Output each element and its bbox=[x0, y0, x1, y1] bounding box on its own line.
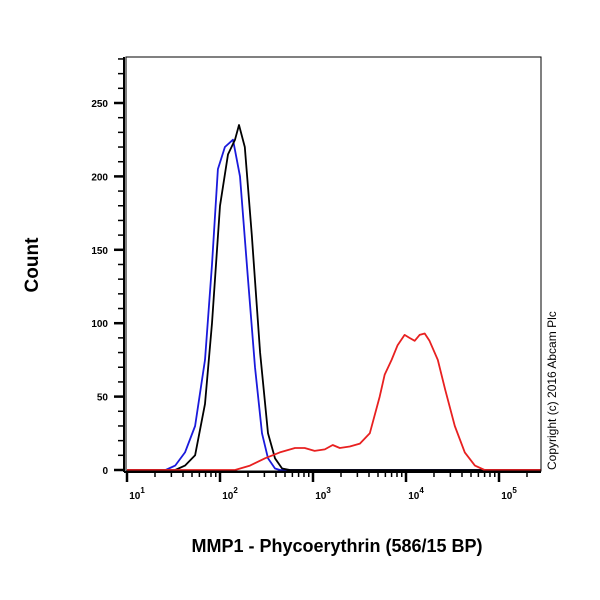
histogram-series-0 bbox=[127, 138, 541, 471]
y-tick-label: 100 bbox=[91, 319, 108, 330]
copyright-annotation: Copyright (c) 2016 Abcam Plc bbox=[545, 311, 559, 470]
x-tick-label: 101 bbox=[129, 486, 145, 502]
y-tick-label: 0 bbox=[102, 466, 108, 477]
plot-frame bbox=[125, 56, 542, 472]
histogram-series-2 bbox=[127, 332, 541, 471]
x-tick-label: 102 bbox=[222, 486, 238, 502]
y-tick-label: 150 bbox=[91, 246, 108, 257]
y-tick-label: 250 bbox=[91, 99, 108, 110]
x-tick-label: 103 bbox=[315, 486, 331, 502]
x-tick-label: 105 bbox=[501, 486, 517, 502]
y-tick-label: 200 bbox=[91, 172, 108, 183]
x-tick-label: 104 bbox=[408, 486, 424, 502]
x-axis-label: MMP1 - Phycoerythrin (586/15 BP) bbox=[191, 536, 482, 556]
histogram-series-1 bbox=[127, 124, 541, 471]
y-axis-label: Count bbox=[22, 237, 43, 293]
y-tick-label: 50 bbox=[97, 393, 109, 404]
